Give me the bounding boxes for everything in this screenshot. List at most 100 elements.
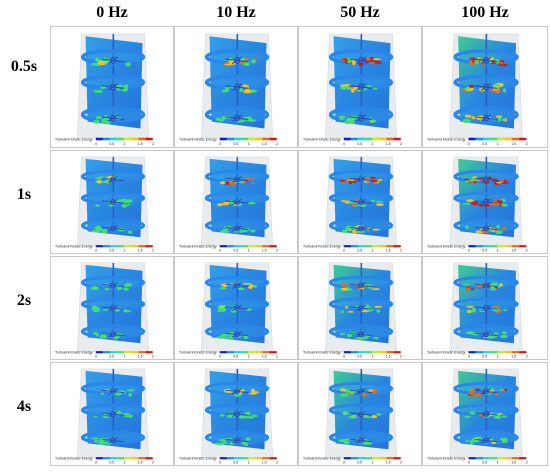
- tke-hotspot: [91, 437, 99, 440]
- colorbar-segment: [226, 245, 235, 248]
- tke-hotspot: [346, 333, 353, 338]
- colorbar-segment: [102, 351, 111, 354]
- colorbar-tick: 0.5: [233, 354, 238, 358]
- tke-hotspot: [493, 416, 502, 419]
- tke-hotspot: [216, 309, 226, 313]
- tke-hotspot: [101, 120, 109, 124]
- tke-hotspot: [362, 87, 368, 91]
- colorbar-segment: [386, 137, 394, 141]
- colorbar-tick: 1.5: [386, 248, 391, 252]
- tke-hotspot: [491, 441, 497, 445]
- colorbar-segment: [357, 351, 366, 354]
- tke-hotspot: [220, 283, 227, 286]
- tke-hotspot: [471, 308, 476, 311]
- colorbar-segment: [468, 245, 476, 248]
- simulation-cell: Turbulent Kinetic Energy 0 0.5 1 1.5 2: [422, 26, 548, 148]
- colorbar-segment: [269, 457, 277, 460]
- colorbar-tick: 1: [248, 248, 250, 252]
- colorbar-tick: 2: [526, 355, 528, 359]
- tke-hotspot: [250, 229, 256, 233]
- tke-hotspot: [123, 310, 132, 313]
- tke-hotspot: [462, 118, 472, 124]
- impeller-shaft: [236, 262, 239, 332]
- colorbar-segment: [482, 457, 491, 460]
- tke-hotspot: [116, 286, 123, 291]
- colorbar-segment: [241, 137, 249, 141]
- colorbar-segment: [138, 245, 146, 248]
- colorbar-segment: [102, 457, 111, 460]
- tke-hotspot: [243, 63, 250, 66]
- tke-hotspot: [372, 87, 378, 90]
- colorbar-tick: 0: [343, 460, 345, 464]
- colorbar-tick: 1: [248, 460, 250, 464]
- impeller-shaft: [360, 368, 363, 438]
- tke-hotspot: [498, 117, 502, 122]
- colorbar-segment: [393, 137, 401, 141]
- tke-hotspot: [360, 204, 367, 208]
- colorbar-segment: [350, 351, 359, 354]
- tke-hotspot: [93, 415, 98, 418]
- tke-hotspot: [93, 89, 103, 94]
- column-header-10hz: 10 Hz: [216, 4, 256, 21]
- simulation-cell: Turbulent Kinetic Energy 0 0.5 1 1.5 2: [298, 26, 422, 148]
- tke-hotspot: [489, 288, 498, 291]
- colorbar-segment: [343, 137, 351, 141]
- tke-hotspot: [500, 334, 508, 339]
- colorbar-tick: 1.5: [262, 248, 267, 252]
- colorbar-tick: 0: [468, 249, 470, 253]
- simulation-cell: Turbulent Kinetic Energy 0 0.5 1 1.5 2: [422, 150, 548, 254]
- colorbar-tick: 1.5: [386, 354, 391, 358]
- tke-hotspot: [343, 441, 350, 445]
- tke-hotspot: [495, 115, 503, 119]
- tke-hotspot: [488, 283, 497, 286]
- colorbar-segment: [248, 137, 256, 141]
- tke-hotspot: [245, 411, 251, 416]
- colorbar-segment: [248, 351, 256, 354]
- tke-hotspot: [98, 229, 107, 231]
- simulation-cell: Turbulent Kinetic Energy 0 0.5 1 1.5 2: [422, 256, 548, 360]
- tke-hotspot: [95, 57, 99, 62]
- tke-hotspot: [347, 59, 352, 64]
- tke-hotspot: [217, 307, 227, 310]
- colorbar-tick: 1.5: [138, 248, 143, 252]
- colorbar-tick: 0: [343, 248, 345, 252]
- tke-hotspot: [239, 230, 244, 233]
- colorbar-tick: 2: [152, 460, 154, 464]
- tke-hotspot: [127, 203, 131, 206]
- impeller-shaft: [360, 156, 363, 226]
- tke-hotspot: [241, 441, 246, 445]
- colorbar-tick: 1.5: [386, 460, 391, 464]
- colorbar-segment: [497, 457, 505, 460]
- colorbar-segment: [226, 351, 235, 354]
- tke-hotspot: [501, 415, 507, 418]
- colorbar-segment: [269, 137, 277, 141]
- tke-hotspot: [123, 287, 129, 291]
- tke-hotspot: [347, 177, 351, 181]
- colorbar-tick: 1.5: [511, 461, 516, 465]
- tke-hotspot: [100, 392, 105, 395]
- tke-hotspot: [93, 119, 100, 124]
- colorbar-segment: [343, 457, 351, 460]
- colorbar-tick: 0.5: [357, 354, 362, 358]
- colorbar-segment: [233, 457, 242, 460]
- colorbar-segment: [490, 457, 498, 460]
- tke-hotspot: [469, 57, 476, 61]
- tke-hotspot: [466, 199, 475, 202]
- colorbar-title: Turbulent Kinetic Energy: [179, 456, 217, 460]
- colorbar-segment: [102, 245, 111, 248]
- colorbar-tick: 1: [497, 249, 499, 253]
- tke-hotspot: [229, 201, 234, 204]
- column-header-100hz: 100 Hz: [461, 4, 509, 21]
- tke-hotspot: [470, 288, 475, 291]
- colorbar-segment: [262, 137, 270, 141]
- tke-hotspot: [500, 179, 505, 183]
- tke-hotspot: [249, 284, 254, 287]
